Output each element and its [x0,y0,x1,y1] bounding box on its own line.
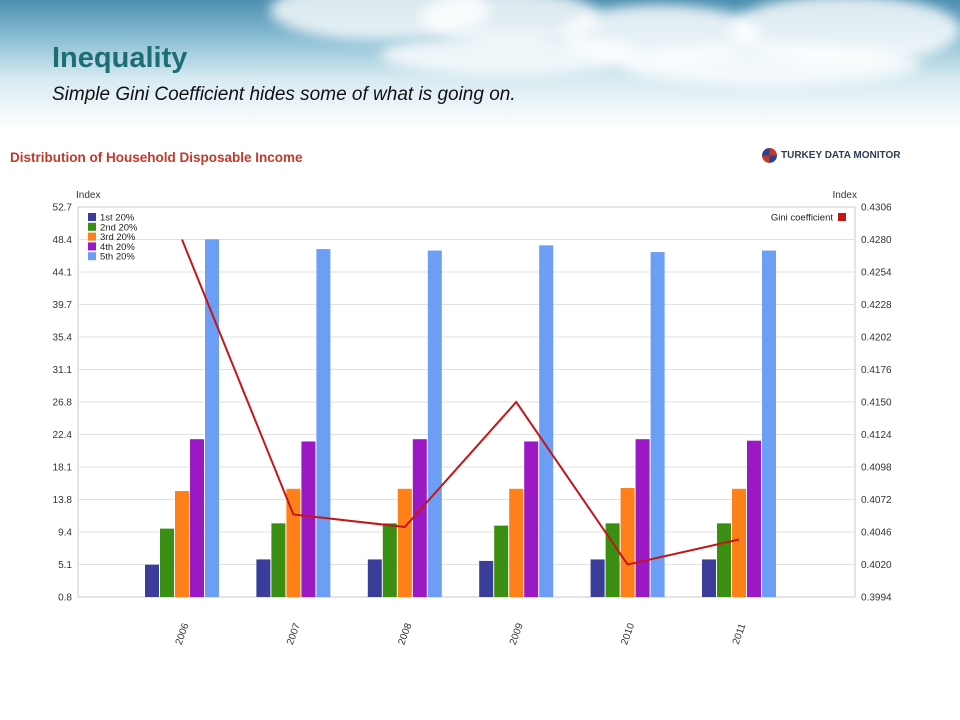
right-tick-label: 0.4098 [861,463,892,474]
legend-label: 5th 20% [100,252,135,263]
bar-4th20-2006 [190,439,204,597]
bar-1st20-2007 [256,559,271,597]
bar-1st20-2011 [702,559,716,597]
bar-4th20-2009 [524,441,539,597]
left-tick-label: 13.8 [53,495,73,506]
bar-5th20-2010 [650,252,665,597]
bar-5th20-2011 [762,250,776,598]
bar-3rd20-2006 [175,491,189,597]
legend-swatch-2nd20 [88,222,96,231]
left-tick-label: 31.1 [53,365,73,376]
legend-label: 3rd 20% [100,232,136,243]
right-tick-label: 0.4228 [861,300,892,311]
legend-swatch-5th20 [88,252,96,261]
right-tick-label: 0.4046 [861,528,892,539]
right-tick-label: 0.4176 [861,365,892,376]
bar-1st20-2006 [145,564,159,597]
bar-4th20-2010 [635,439,650,597]
legend-label: Gini coefficient [771,213,833,224]
x-tick-label: 2011 [731,622,749,646]
legend-swatch-3rd20 [88,232,96,241]
right-tick-label: 0.3994 [861,593,892,604]
right-tick-label: 0.4072 [861,495,892,506]
x-tick-label: 2010 [619,621,637,646]
bar-5th20-2008 [427,250,442,598]
left-tick-label: 44.1 [53,268,73,279]
legend-swatch-gini [838,213,846,221]
legend-label: 2nd 20% [100,222,138,233]
chart-title: Distribution of Household Disposable Inc… [10,150,303,165]
x-tick-label: 2008 [396,621,414,646]
bar-3rd20-2009 [509,488,524,597]
left-tick-label: 9.4 [58,528,72,539]
left-tick-label: 5.1 [58,560,72,571]
turkey-data-monitor-logo-icon [762,147,777,163]
bar-3rd20-2008 [397,488,412,597]
bar-3rd20-2010 [620,488,635,597]
bar-1st20-2009 [479,560,494,597]
left-tick-label: 39.7 [53,300,73,311]
bar-4th20-2007 [301,441,316,597]
bar-2nd20-2007 [271,523,286,597]
bar-5th20-2009 [539,245,554,597]
brand-logo: TURKEY DATA MONITOR [762,146,900,164]
bar-1st20-2008 [367,559,382,597]
right-tick-label: 0.4124 [861,430,892,441]
bar-2nd20-2006 [160,528,174,597]
right-tick-label: 0.4150 [861,398,892,409]
bar-2nd20-2009 [494,525,509,597]
right-tick-label: 0.4202 [861,333,892,344]
bar-2nd20-2010 [605,523,620,597]
bar-4th20-2011 [747,440,761,597]
left-tick-label: 35.4 [53,333,73,344]
bar-2nd20-2008 [382,523,397,597]
legend-swatch-1st20 [88,213,96,221]
gini-coefficient-line [181,239,740,566]
x-tick-label: 2007 [285,621,303,646]
slide-subtitle: Simple Gini Coefficient hides some of wh… [52,84,516,105]
bar-5th20-2007 [316,249,331,597]
bar-5th20-2006 [205,239,219,597]
left-tick-label: 48.4 [53,235,73,246]
cloud [380,35,640,75]
bar-1st20-2010 [590,559,605,597]
x-tick-label: 2009 [508,621,526,646]
right-tick-label: 0.4020 [861,560,892,571]
left-tick-label: 0.8 [58,593,72,604]
right-axis-label: Index [833,190,857,201]
right-tick-label: 0.4306 [861,203,892,214]
right-tick-label: 0.4280 [861,235,892,246]
brand-name: TURKEY DATA MONITOR [781,149,901,161]
bar-2nd20-2011 [717,523,731,597]
left-tick-label: 18.1 [53,463,73,474]
sky-banner [0,0,960,130]
bar-4th20-2008 [412,439,427,597]
bar-3rd20-2011 [732,488,746,597]
left-tick-label: 22.4 [53,430,73,441]
left-tick-label: 26.8 [53,398,73,409]
left-tick-label: 52.7 [53,203,73,214]
left-axis-label: Index [76,190,100,201]
legend-label: 1st 20% [100,213,135,224]
slide-title: Inequality [52,42,188,74]
cloud [620,45,920,85]
legend-label: 4th 20% [100,242,135,253]
x-tick-label: 2006 [174,621,192,646]
legend-swatch-4th20 [88,242,96,251]
right-tick-label: 0.4254 [861,268,892,279]
